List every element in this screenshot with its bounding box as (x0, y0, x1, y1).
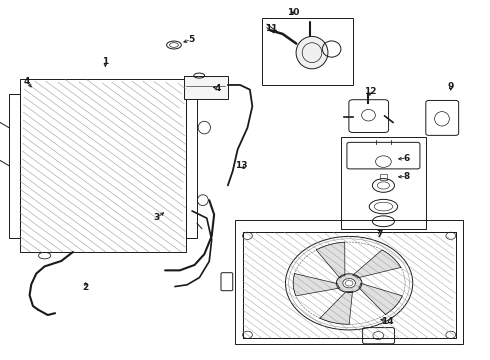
Polygon shape (320, 291, 352, 324)
Bar (184, 76, 228, 99)
Text: 7: 7 (376, 230, 383, 239)
Text: 4: 4 (215, 84, 221, 93)
Text: 2: 2 (83, 284, 89, 292)
Circle shape (343, 279, 355, 288)
Bar (380, 174, 387, 180)
Text: 1: 1 (102, 57, 108, 66)
Polygon shape (316, 242, 345, 278)
Polygon shape (353, 250, 401, 278)
Circle shape (337, 274, 362, 293)
Ellipse shape (296, 36, 328, 69)
Circle shape (286, 237, 413, 330)
Polygon shape (293, 274, 340, 296)
Text: 3: 3 (154, 213, 160, 222)
Bar (20, 79, 186, 252)
Text: 11: 11 (265, 24, 277, 33)
Text: 13: 13 (235, 161, 247, 170)
Bar (186, 94, 197, 238)
Polygon shape (359, 283, 402, 314)
Text: 4: 4 (24, 77, 30, 86)
Bar (9, 94, 20, 238)
Bar (243, 232, 456, 338)
Text: 12: 12 (364, 87, 376, 96)
Text: 6: 6 (404, 154, 410, 163)
Text: 9: 9 (447, 82, 454, 91)
Bar (341, 137, 426, 229)
Text: 8: 8 (404, 172, 410, 181)
Text: 5: 5 (188, 35, 194, 44)
Text: 10: 10 (287, 8, 299, 17)
Bar (235, 220, 463, 344)
Text: 14: 14 (381, 317, 393, 325)
Bar (243, 232, 456, 338)
Bar (262, 18, 353, 85)
